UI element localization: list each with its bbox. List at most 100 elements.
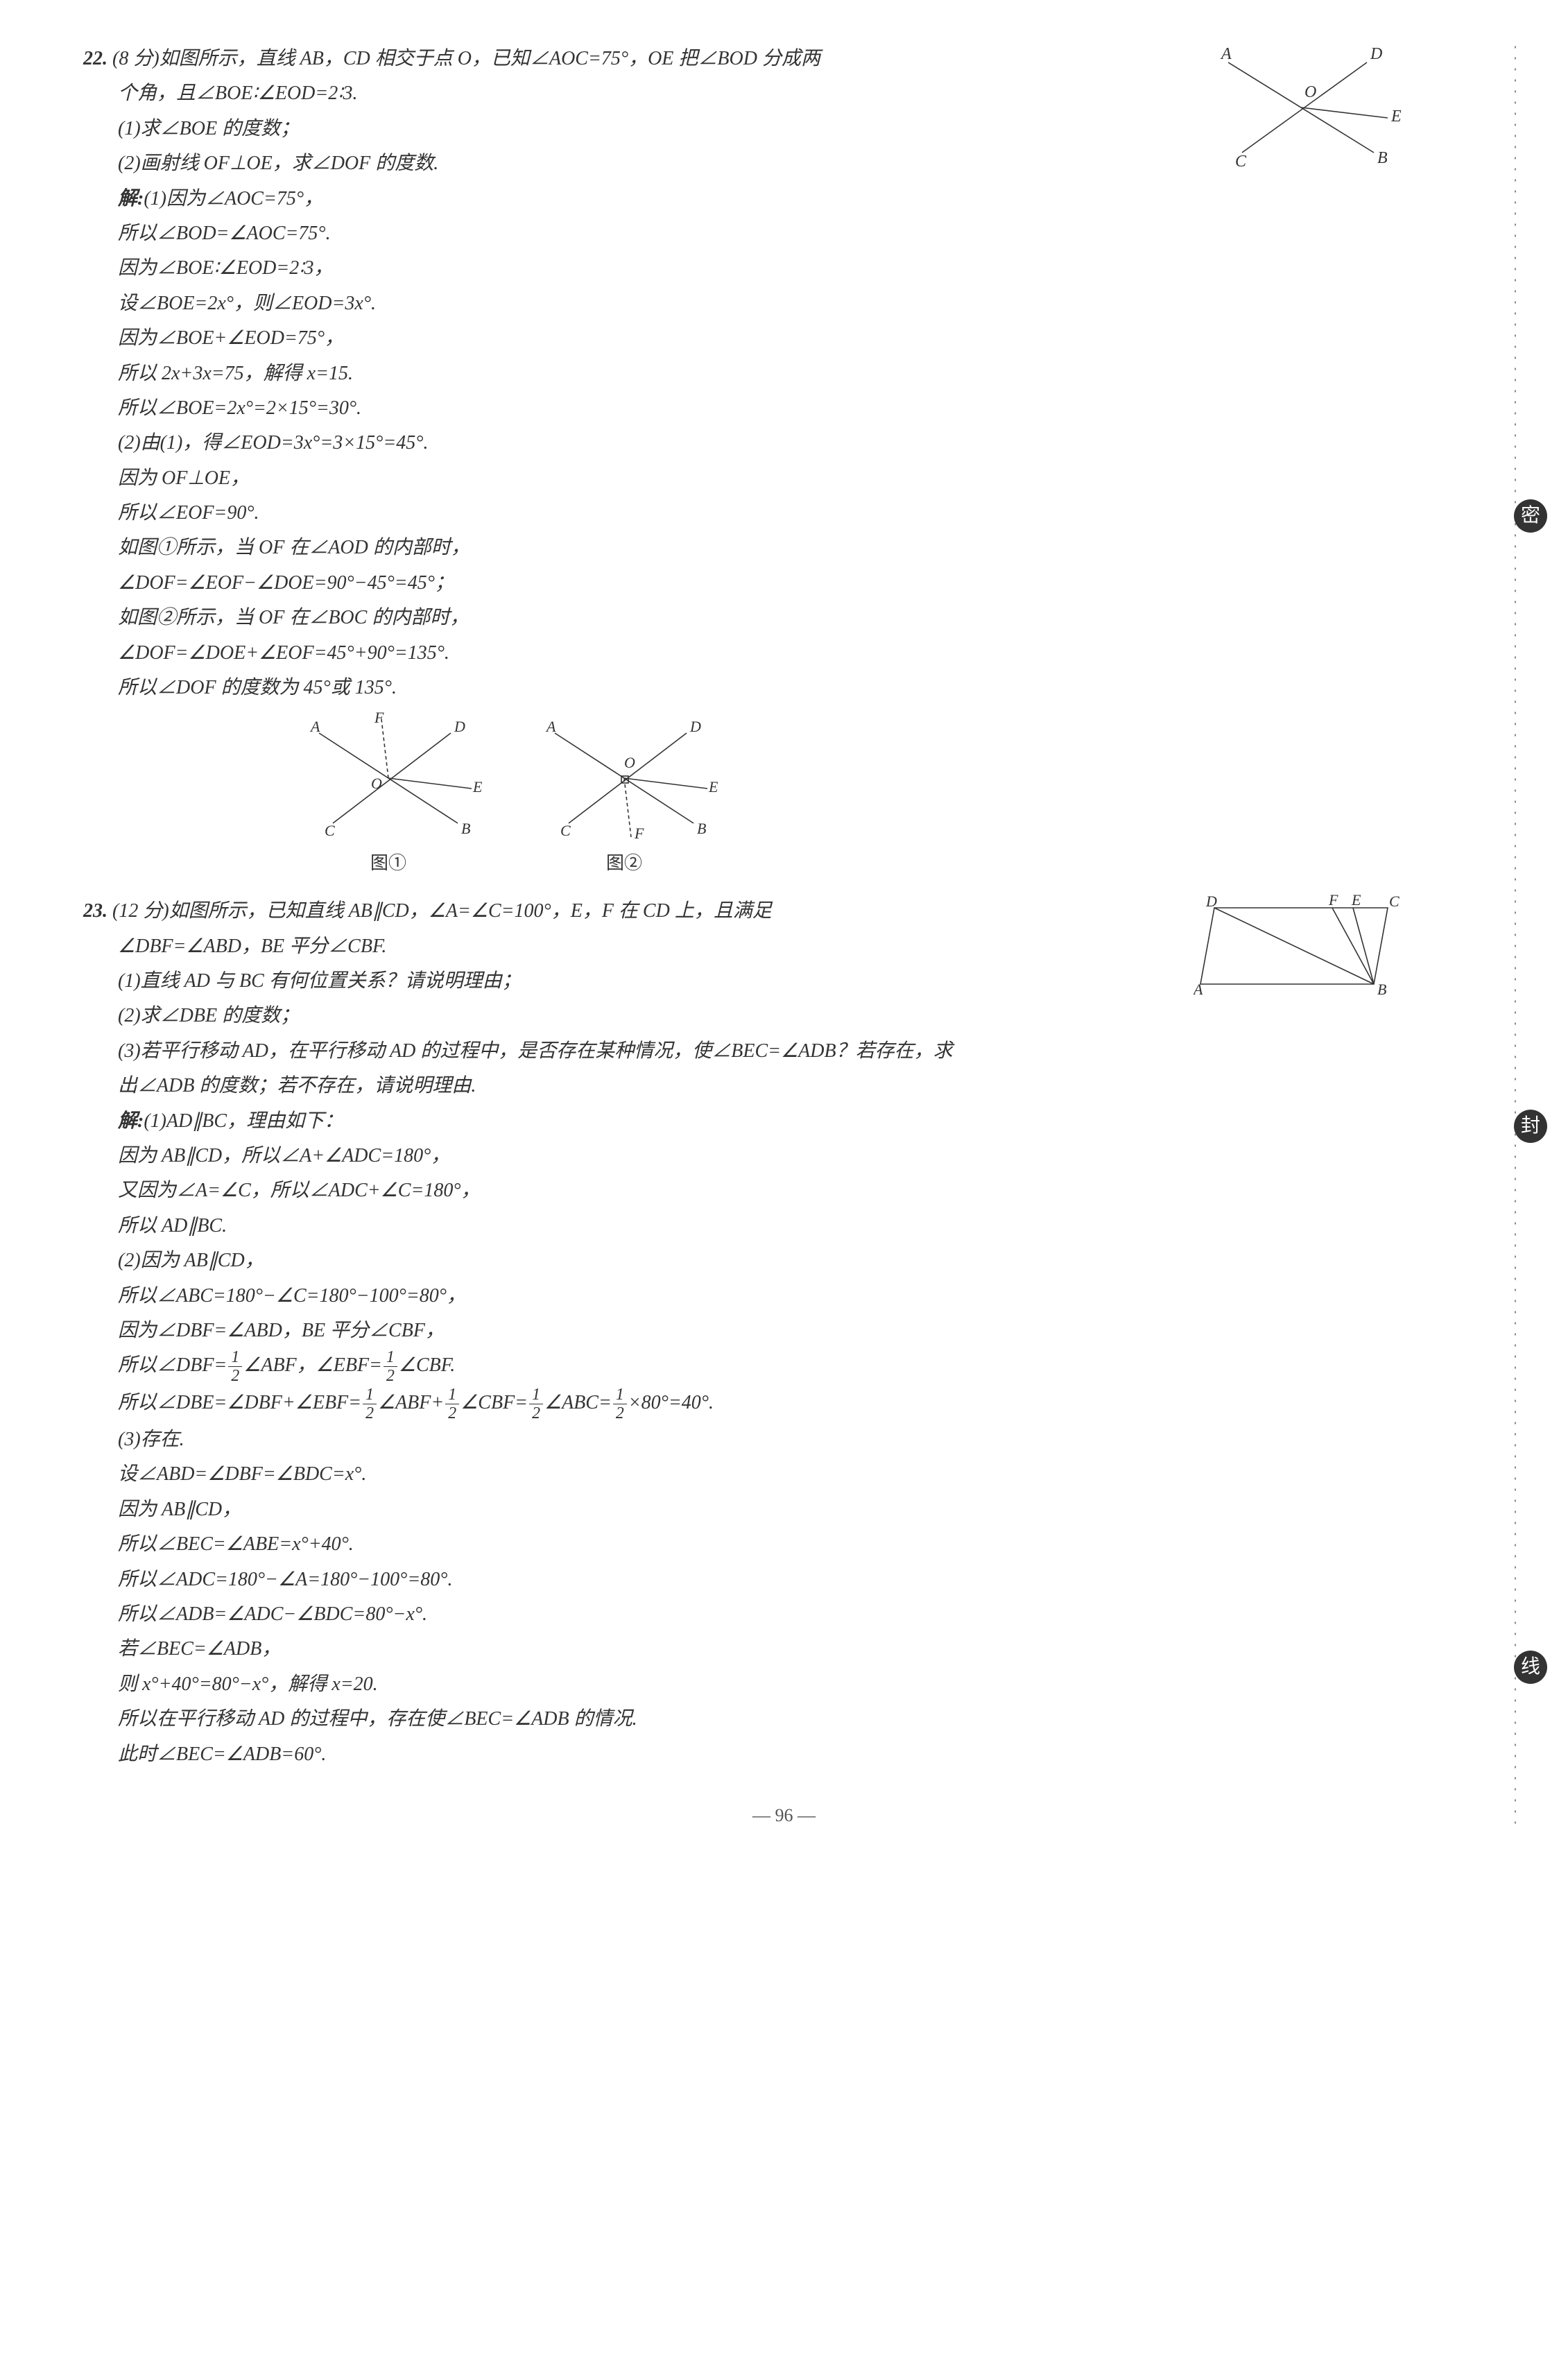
p23-s15: 所以∠ADB=∠ADC−∠BDC=80°−x°. — [118, 1597, 1485, 1632]
f23-A: A — [1194, 981, 1203, 998]
problem22-inline-figures: A F D E B C O 图① — [291, 712, 1485, 880]
p23-s8b: ∠ABF，∠EBF= — [243, 1354, 382, 1376]
f1-F: F — [374, 712, 384, 726]
side-dotted-line — [1515, 42, 1516, 1832]
f2-E: E — [708, 778, 718, 795]
p23-s9a: 所以∠DBE=∠DBF+∠EBF= — [118, 1392, 361, 1413]
f1-A: A — [309, 718, 320, 735]
label-D: D — [1370, 45, 1382, 63]
p22-s1: (1)因为∠AOC=75°， — [144, 188, 323, 209]
figure-1-block: A F D E B C O 图① — [291, 712, 485, 880]
problem22-top-figure: A D E B C O — [1207, 42, 1402, 173]
p23-s14: 所以∠ADC=180°−∠A=180°−100°=80°. — [118, 1563, 1485, 1597]
f23-C: C — [1389, 894, 1399, 910]
p23-s6: 所以∠ABC=180°−∠C=180°−100°=80°， — [118, 1279, 1485, 1314]
geometry-diagram-22-fig1: A F D E B C O — [291, 712, 485, 844]
problem23-q2: (2)求∠DBE 的度数； — [118, 999, 1485, 1033]
page-number: — 96 — — [83, 1800, 1485, 1832]
p23-s2: 因为 AB∥CD，所以∠A+∠ADC=180°， — [118, 1139, 1485, 1173]
geometry-diagram-23: D F E C A B — [1194, 894, 1402, 998]
fraction-half: 12 — [363, 1386, 377, 1422]
f23-F: F — [1328, 894, 1338, 909]
f2-D: D — [689, 718, 701, 735]
fig2-caption: 图② — [527, 847, 721, 880]
p22-s8: (2)由(1)，得∠EOD=3x°=3×15°=45°. — [118, 426, 1485, 460]
fraction-half: 12 — [613, 1386, 627, 1422]
p22-s14: ∠DOF=∠DOE+∠EOF=45°+90°=135°. — [118, 636, 1485, 671]
problem23-stem1: 如图所示，已知直线 AB∥CD，∠A=∠C=100°，E，F 在 CD 上，且满… — [169, 900, 772, 922]
fraction-half: 12 — [228, 1348, 242, 1385]
p22-s5: 因为∠BOE+∠EOD=75°， — [118, 321, 1485, 356]
p22-s12: ∠DOF=∠EOF−∠DOE=90°−45°=45°； — [118, 566, 1485, 601]
label-O: O — [1304, 83, 1316, 101]
p23-s8a: 所以∠DBF= — [118, 1354, 227, 1376]
f2-O: O — [624, 754, 635, 771]
label-E: E — [1390, 107, 1402, 126]
p22-s2: 所以∠BOD=∠AOC=75°. — [118, 216, 1485, 251]
problem22-stem1: 如图所示，直线 AB，CD 相交于点 O，已知∠AOC=75°，OE 把∠BOD… — [160, 48, 820, 69]
side-badge-mi: 密 — [1514, 499, 1547, 533]
p23-s12: 因为 AB∥CD， — [118, 1492, 1485, 1527]
problem23-figure: D F E C A B — [1194, 894, 1402, 998]
f1-O: O — [371, 775, 382, 792]
f1-C: C — [325, 822, 335, 839]
problem23-number: 23. — [83, 900, 107, 922]
p23-s4: 所以 AD∥BC. — [118, 1209, 1485, 1243]
p23-s9e: ×80°=40°. — [628, 1392, 714, 1413]
p23-s19: 此时∠BEC=∠ADB=60°. — [118, 1737, 1485, 1772]
p23-s9d: ∠ABC= — [544, 1392, 612, 1413]
problem23-q3: (3)若平行移动 AD，在平行移动 AD 的过程中，是否存在某种情况，使∠BEC… — [118, 1034, 1485, 1069]
side-badge-feng: 封 — [1514, 1110, 1547, 1143]
p22-s6: 所以 2x+3x=75，解得 x=15. — [118, 356, 1485, 391]
p22-s15: 所以∠DOF 的度数为 45°或 135°. — [118, 671, 1485, 705]
p22-s10: 所以∠EOF=90°. — [118, 496, 1485, 531]
f1-E: E — [472, 778, 483, 795]
p23-s9b: ∠ABF+ — [378, 1392, 444, 1413]
figure-2-block: A D E B C F O 图② — [527, 712, 721, 880]
f2-A: A — [545, 718, 556, 735]
f1-B: B — [461, 820, 470, 837]
label-A: A — [1220, 45, 1232, 63]
label-C: C — [1235, 153, 1247, 171]
p23-s11: 设∠ABD=∠DBF=∠BDC=x°. — [118, 1457, 1485, 1492]
f2-B: B — [697, 820, 706, 837]
fraction-half: 12 — [445, 1386, 459, 1422]
problem-23: D F E C A B 23. (12 分)如图所示，已知直线 AB∥CD，∠A… — [83, 894, 1485, 1772]
p23-s5: (2)因为 AB∥CD， — [118, 1243, 1485, 1278]
f1-D: D — [454, 718, 465, 735]
p22-s13: 如图②所示，当 OF 在∠BOC 的内部时， — [118, 601, 1485, 635]
p23-s8c: ∠CBF. — [399, 1354, 455, 1376]
p23-s3: 又因为∠A=∠C，所以∠ADC+∠C=180°， — [118, 1173, 1485, 1208]
label-B: B — [1377, 149, 1388, 167]
f23-B: B — [1377, 981, 1386, 998]
fraction-half: 12 — [384, 1348, 397, 1385]
f23-D: D — [1205, 894, 1217, 910]
p22-s9: 因为 OF⊥OE， — [118, 461, 1485, 496]
p23-s7: 因为∠DBF=∠ABD，BE 平分∠CBF， — [118, 1314, 1485, 1348]
problem23-q3b: 出∠ADB 的度数；若不存在，请说明理由. — [118, 1069, 1485, 1103]
p22-s3: 因为∠BOE∶∠EOD=2∶3， — [118, 251, 1485, 286]
f23-E: E — [1351, 894, 1361, 909]
problem23-points: (12 分) — [112, 900, 169, 922]
p23-s13: 所以∠BEC=∠ABE=x°+40°. — [118, 1527, 1485, 1562]
p23-s10: (3)存在. — [118, 1422, 1485, 1457]
solution-label-23: 解: — [118, 1110, 144, 1132]
problem22-number: 22. — [83, 48, 107, 69]
p23-s1: (1)AD∥BC，理由如下： — [144, 1110, 343, 1132]
p22-s4: 设∠BOE=2x°，则∠EOD=3x°. — [118, 286, 1485, 321]
side-badge-xian: 线 — [1514, 1651, 1547, 1684]
f2-F: F — [634, 825, 644, 842]
p23-s16: 若∠BEC=∠ADB， — [118, 1632, 1485, 1667]
fig1-caption: 图① — [291, 847, 485, 880]
p23-s17: 则 x°+40°=80°−x°，解得 x=20. — [118, 1667, 1485, 1702]
p23-s9c: ∠CBF= — [460, 1392, 528, 1413]
p22-s7: 所以∠BOE=2x°=2×15°=30°. — [118, 391, 1485, 426]
solution-label: 解: — [118, 188, 144, 209]
geometry-diagram-22-top: A D E B C O — [1207, 42, 1402, 173]
p22-s11: 如图①所示，当 OF 在∠AOD 的内部时， — [118, 531, 1485, 565]
geometry-diagram-22-fig2: A D E B C F O — [527, 712, 721, 844]
fraction-half: 12 — [529, 1386, 543, 1422]
f2-C: C — [560, 822, 571, 839]
p23-s18: 所以在平行移动 AD 的过程中，存在使∠BEC=∠ADB 的情况. — [118, 1702, 1485, 1737]
problem-22: A D E B C O 22. (8 分)如图所示，直线 AB，CD 相交于点 … — [83, 42, 1485, 880]
